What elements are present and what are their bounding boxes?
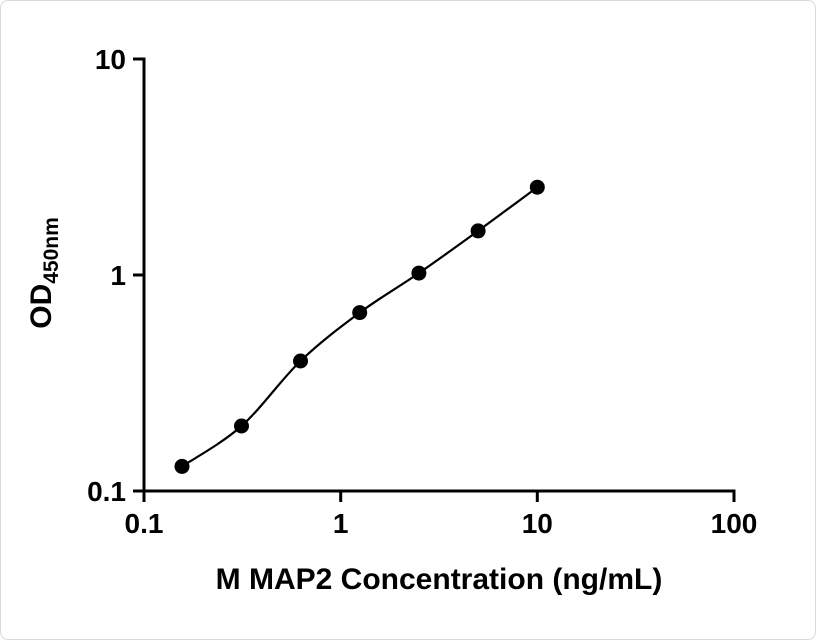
y-tick-label: 1 (110, 260, 126, 291)
axis-lines (142, 57, 736, 493)
data-point (293, 353, 308, 369)
y-axis-label-subscript: 450nm (40, 217, 63, 284)
axis-tick-labels: 0.1 1 10 100 0.1 1 10 (87, 44, 757, 539)
y-axis-label: OD450nm (25, 217, 63, 329)
axes (142, 57, 736, 493)
data-point (234, 418, 249, 434)
x-tick-label: 1 (333, 508, 349, 539)
data-point (529, 179, 545, 195)
x-tick-label: 100 (711, 508, 758, 539)
x-tick-label: 0.1 (125, 508, 164, 539)
y-axis-label-main: OD (25, 284, 58, 329)
x-axis-label: M MAP2 Concentration (ng/mL) (216, 563, 663, 596)
data-point (411, 265, 427, 281)
y-tick-label: 10 (95, 44, 126, 75)
data-point (352, 305, 368, 321)
x-tick-label: 10 (522, 508, 553, 539)
y-tick-label: 0.1 (87, 476, 126, 507)
data-point (174, 458, 190, 474)
data-point (470, 223, 486, 239)
axis-ticks (133, 57, 736, 502)
series-standard-curve (174, 179, 545, 474)
